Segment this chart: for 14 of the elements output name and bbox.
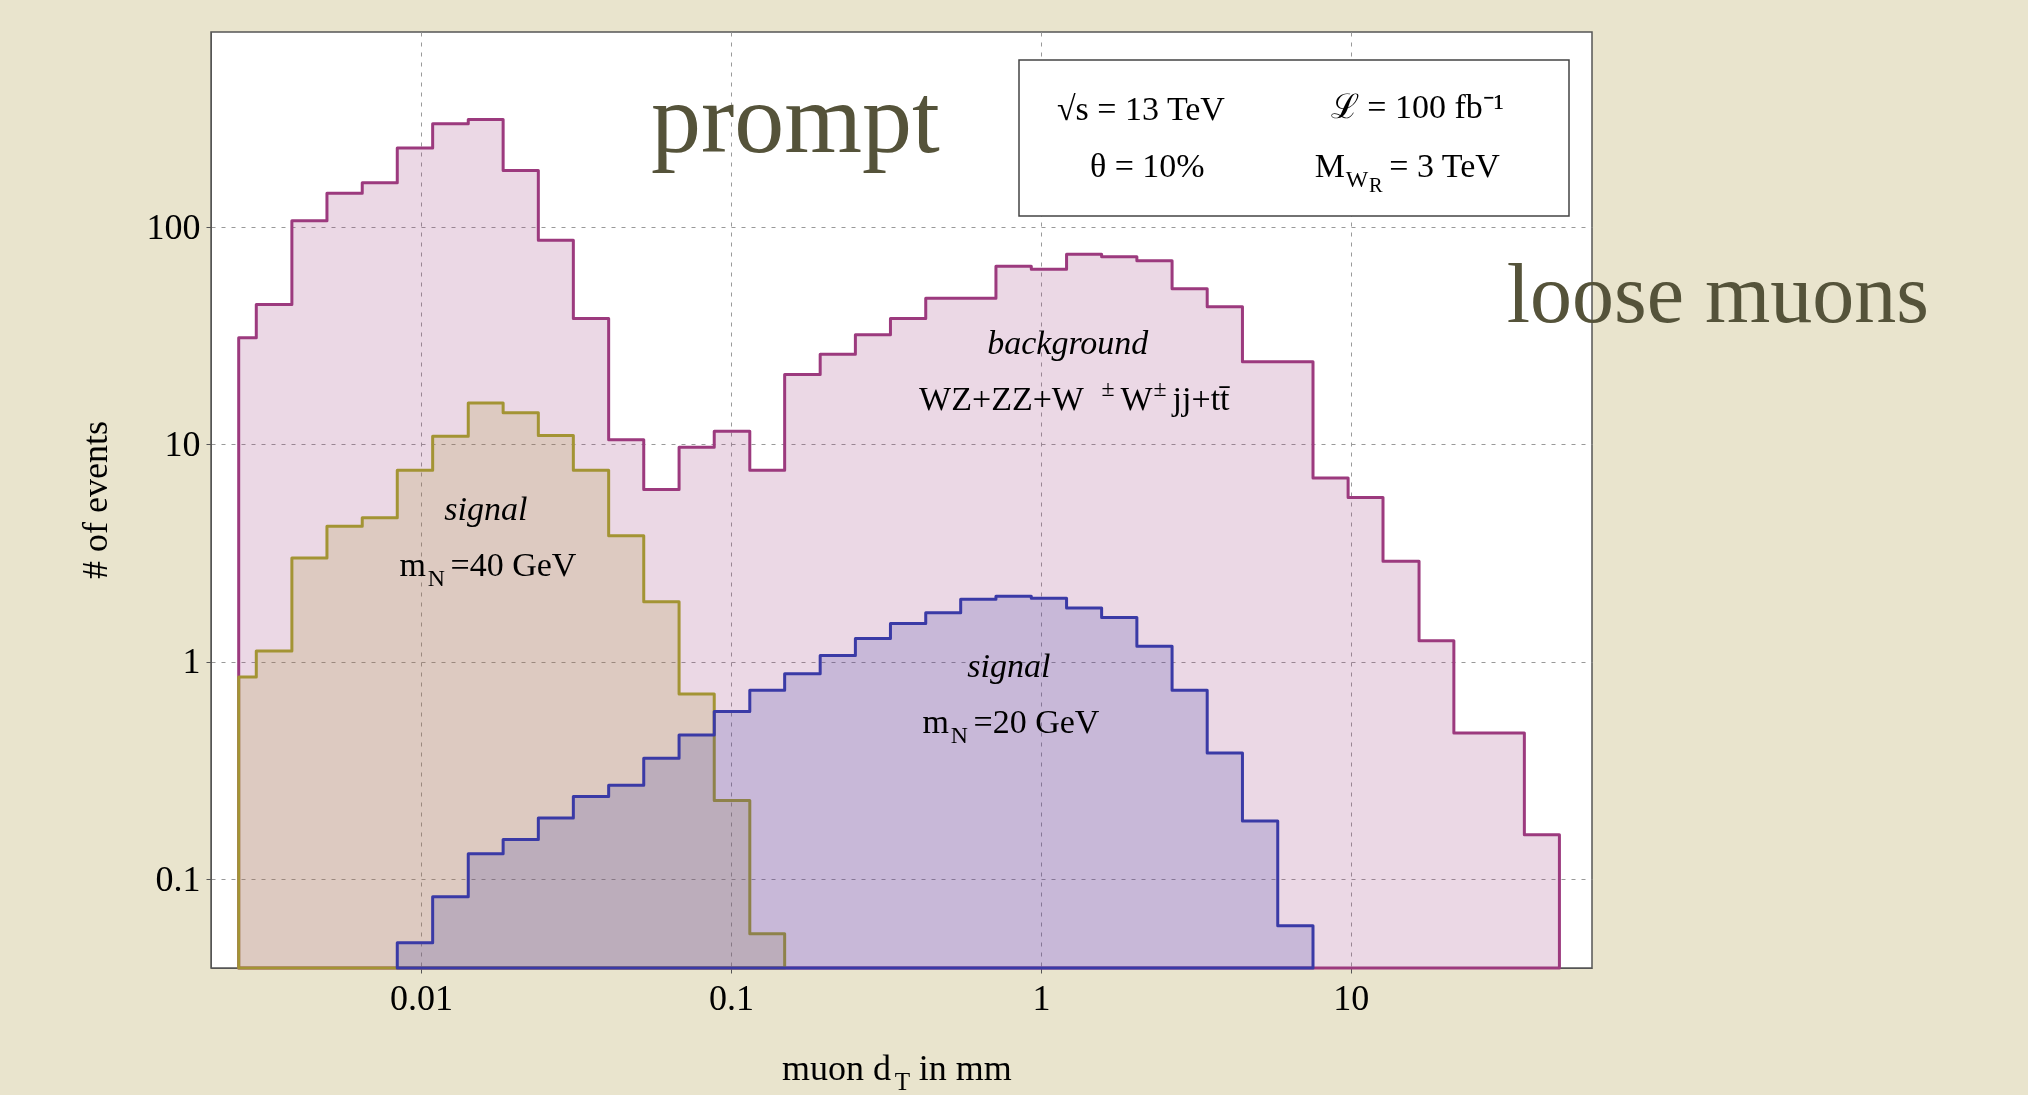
- annotation: √s = 13 TeV: [1056, 90, 1226, 127]
- y-tick-label: 10: [164, 423, 201, 464]
- y-tick-label: 100: [146, 206, 201, 247]
- x-tick-label: 1: [1032, 977, 1051, 1018]
- annotation: prompt: [651, 63, 941, 174]
- y-axis-title: # of events: [75, 421, 115, 579]
- y-tick-label: 0.1: [155, 858, 201, 899]
- series-label: background WZ+ZZ+W±W±jj+tt̄: [919, 324, 1231, 417]
- annotation: θ = 10%: [1089, 147, 1205, 184]
- x-tick-label: 10: [1333, 977, 1370, 1018]
- y-tick-label: 1: [182, 641, 201, 682]
- x-tick-label: 0.1: [708, 977, 754, 1018]
- x-tick-label: 0.01: [390, 977, 454, 1018]
- annotation: ℒ = 100 fb⁻¹: [1330, 88, 1504, 125]
